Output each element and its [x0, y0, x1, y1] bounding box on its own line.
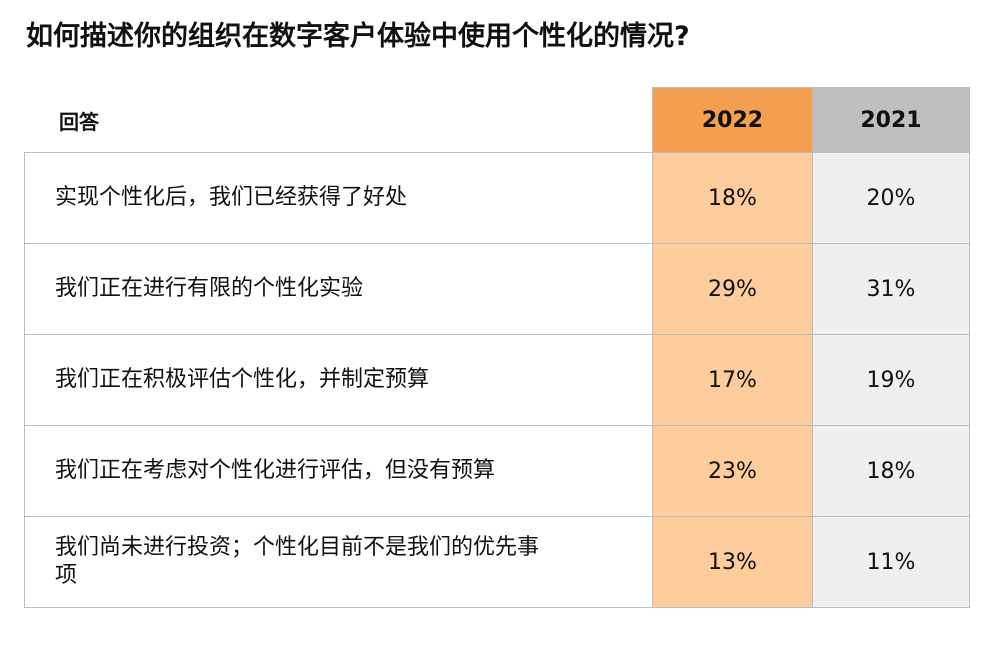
- response-label: 我们正在进行有限的个性化实验: [24, 243, 653, 335]
- chart-title: 如何描述你的组织在数字客户体验中使用个性化的情况?: [26, 21, 690, 52]
- response-text: 实现个性化后，我们已经获得了好处: [55, 185, 408, 210]
- column-header-response: 回答: [24, 87, 653, 153]
- value-2021: 20%: [812, 152, 970, 244]
- column-header-2021: 2021: [812, 87, 970, 153]
- response-label: 我们正在积极评估个性化，并制定预算: [24, 334, 653, 426]
- response-label: 我们正在考虑对个性化进行评估，但没有预算: [24, 425, 653, 517]
- value-2021: 11%: [812, 516, 970, 608]
- table-row: 我们正在进行有限的个性化实验 29% 31%: [24, 243, 970, 335]
- response-label: 实现个性化后，我们已经获得了好处: [24, 152, 653, 244]
- value-2021: 19%: [812, 334, 970, 426]
- value-2022: 17%: [652, 334, 813, 426]
- value-2021: 31%: [812, 243, 970, 335]
- response-label: 我们尚未进行投资；个性化目前不是我们的优先事项: [24, 516, 653, 608]
- table-row: 实现个性化后，我们已经获得了好处 18% 20%: [24, 152, 970, 244]
- response-table: 回答 2022 2021 实现个性化后，我们已经获得了好处 18% 20% 我们…: [24, 87, 970, 608]
- response-text: 我们正在考虑对个性化进行评估，但没有预算: [55, 458, 496, 483]
- column-header-2022: 2022: [652, 87, 813, 153]
- value-2022: 23%: [652, 425, 813, 517]
- table-row: 我们尚未进行投资；个性化目前不是我们的优先事项 13% 11%: [24, 516, 970, 608]
- value-2022: 13%: [652, 516, 813, 608]
- value-2022: 29%: [652, 243, 813, 335]
- response-text: 我们正在积极评估个性化，并制定预算: [55, 367, 430, 392]
- table-row: 我们正在积极评估个性化，并制定预算 17% 19%: [24, 334, 970, 426]
- response-text: 我们尚未进行投资；个性化目前不是我们的优先事项: [55, 535, 540, 588]
- table-row: 我们正在考虑对个性化进行评估，但没有预算 23% 18%: [24, 425, 970, 517]
- table-header-row: 回答 2022 2021: [24, 87, 970, 153]
- value-2022: 18%: [652, 152, 813, 244]
- response-text: 我们正在进行有限的个性化实验: [55, 276, 364, 301]
- value-2021: 18%: [812, 425, 970, 517]
